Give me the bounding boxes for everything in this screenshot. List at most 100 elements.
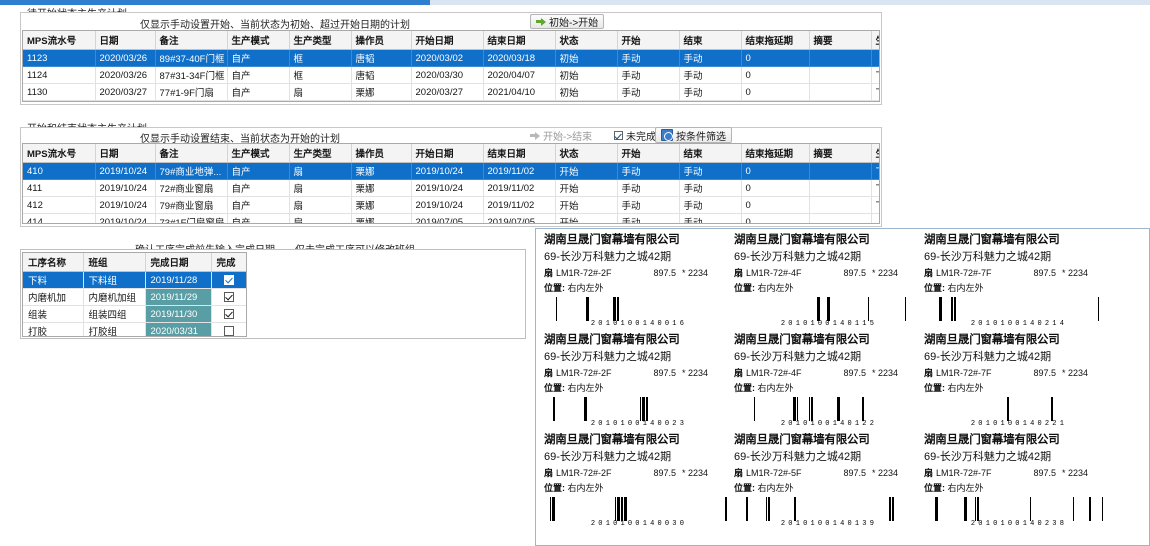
process-column-header-0[interactable]: 工序名称 <box>23 253 84 272</box>
checkbox-icon[interactable] <box>223 308 234 319</box>
process-finish-date[interactable]: 2019/11/29 <box>145 288 212 306</box>
cell-开始[interactable]: 手动 <box>617 179 680 197</box>
cell-生产班组[interactable] <box>871 213 879 223</box>
cell-生产模式[interactable]: 自产 <box>227 162 290 180</box>
cell-结束[interactable]: 手动 <box>679 49 742 67</box>
column-header-0[interactable]: MPS流水号 <box>23 31 96 50</box>
cell-生产模式[interactable]: 自产 <box>227 83 290 101</box>
cell-操作员[interactable]: 栗娜 <box>351 213 412 223</box>
cell-结束[interactable]: 手动 <box>679 179 742 197</box>
cell-生产模式[interactable]: 自产 <box>227 179 290 197</box>
cell-状态[interactable]: 开始 <box>555 196 618 214</box>
process-finish-date[interactable]: 2020/03/31 <box>145 322 212 336</box>
cell-结束日期[interactable]: 2019/11/02 <box>483 196 556 214</box>
cell-开始日期[interactable]: 2019/07/05 <box>411 213 484 223</box>
cell-生产类型[interactable]: 框 <box>289 66 352 84</box>
process-team[interactable]: 内磨机加组 <box>83 288 146 306</box>
column-header-12[interactable]: 摘要 <box>809 144 872 163</box>
init-to-start-button[interactable]: 初始->开始 <box>530 14 605 29</box>
cell-生产班组[interactable]: 下料组 <box>871 162 879 180</box>
column-header-3[interactable]: 生产模式 <box>227 144 290 163</box>
cell-开始[interactable]: 手动 <box>617 162 680 180</box>
cell-状态[interactable]: 开始 <box>555 162 618 180</box>
process-name[interactable]: 内磨机加 <box>23 288 84 306</box>
filter-by-condition-button[interactable]: 按条件筛选 <box>655 127 732 143</box>
process-row[interactable]: 组装 组装四组 2019/11/30 <box>23 305 246 323</box>
unfinished-process-checkbox[interactable]: 未完成工序 <box>608 128 682 143</box>
process-team[interactable]: 打胶组 <box>83 322 146 336</box>
table-row[interactable]: 1130 2020/03/27 77#1-9F门扇 自产扇栗娜 2020/03/27 20… <box>23 83 879 101</box>
cell-结束[interactable]: 手动 <box>679 162 742 180</box>
column-header-9[interactable]: 开始 <box>617 31 680 50</box>
cell-MPS流水号[interactable]: 1124 <box>23 66 96 84</box>
cell-生产班组[interactable] <box>871 49 879 67</box>
process-done-cell[interactable] <box>211 271 246 289</box>
cell-生产模式[interactable]: 自产 <box>227 66 290 84</box>
cell-开始[interactable]: 手动 <box>617 213 680 223</box>
cell-备注[interactable]: 79#商业窗扇 <box>155 196 228 214</box>
cell-结束日期[interactable]: 2019/07/05 <box>483 213 556 223</box>
cell-备注[interactable]: 72#商业窗扇 <box>155 179 228 197</box>
cell-生产模式[interactable]: 自产 <box>227 49 290 67</box>
process-done-cell[interactable] <box>211 322 246 336</box>
cell-开始[interactable]: 手动 <box>617 83 680 101</box>
cell-结束日期[interactable]: 2019/11/02 <box>483 162 556 180</box>
cell-日期[interactable]: 2019/10/24 <box>95 213 156 223</box>
section1-grid[interactable]: MPS流水号 日期 备注 生产模式 生产类型 操作员 开始日期 结束日期 状态 开始 结束 结束拖延期… <box>22 30 880 102</box>
cell-备注[interactable]: 89#37-40F门框 <box>155 49 228 67</box>
cell-结束拖延期[interactable]: 0 <box>741 66 810 84</box>
cell-摘要[interactable] <box>809 196 872 214</box>
column-header-10[interactable]: 结束 <box>679 31 742 50</box>
cell-备注[interactable]: 73#1F门扇窗扇 <box>155 213 228 223</box>
cell-生产类型[interactable]: 扇 <box>289 196 352 214</box>
cell-开始日期[interactable]: 2019/10/24 <box>411 179 484 197</box>
cell-结束拖延期[interactable]: 0 <box>741 49 810 67</box>
process-row[interactable]: 打胶 打胶组 2020/03/31 <box>23 322 246 336</box>
table-body[interactable]: 410 2019/10/24 79#商业地弹... 自产扇栗娜 2019/10/24 20… <box>23 162 879 223</box>
table-row[interactable]: 414 2019/10/24 73#1F门扇窗扇 自产扇栗娜 2019/07/05 201… <box>23 213 879 223</box>
column-header-0[interactable]: MPS流水号 <box>23 144 96 163</box>
column-header-5[interactable]: 操作员 <box>351 31 412 50</box>
cell-开始日期[interactable]: 2019/10/24 <box>411 196 484 214</box>
cell-开始[interactable]: 手动 <box>617 66 680 84</box>
cell-日期[interactable]: 2019/10/24 <box>95 179 156 197</box>
process-row[interactable]: 下料 下料组 2019/11/28 <box>23 271 246 289</box>
cell-生产模式[interactable]: 自产 <box>227 213 290 223</box>
cell-摘要[interactable] <box>809 66 872 84</box>
cell-生产类型[interactable]: 框 <box>289 49 352 67</box>
column-header-11[interactable]: 结束拖延期 <box>741 31 810 50</box>
cell-生产班组[interactable]: 下料组 <box>871 66 879 84</box>
cell-状态[interactable]: 初始 <box>555 83 618 101</box>
table-row[interactable]: 1123 2020/03/26 89#37-40F门框 自产框唐韬 2020/03/02… <box>23 49 879 67</box>
cell-结束日期[interactable]: 2021/04/10 <box>483 83 556 101</box>
cell-生产类型[interactable]: 扇 <box>289 179 352 197</box>
column-header-7[interactable]: 结束日期 <box>483 144 556 163</box>
column-header-2[interactable]: 备注 <box>155 144 228 163</box>
process-name[interactable]: 组装 <box>23 305 84 323</box>
cell-开始日期[interactable]: 2019/10/24 <box>411 162 484 180</box>
column-header-4[interactable]: 生产类型 <box>289 31 352 50</box>
cell-操作员[interactable]: 栗娜 <box>351 83 412 101</box>
column-header-13[interactable]: 生产班组 <box>871 31 879 50</box>
cell-开始[interactable]: 手动 <box>617 196 680 214</box>
label-print-preview-pane[interactable]: 湖南旦晟门窗幕墙有限公司 69-长沙万科魅力之城42期扇 LM1R-72#-2F 89… <box>535 228 1150 546</box>
cell-状态[interactable]: 初始 <box>555 49 618 67</box>
table-row[interactable]: 1124 2020/03/26 87#31-34F门框 自产框唐韬 2020/03/30… <box>23 66 879 84</box>
process-column-header-2[interactable]: 完成日期 <box>145 253 212 272</box>
cell-生产班组[interactable]: 下料组 <box>871 179 879 197</box>
cell-结束日期[interactable]: 2019/11/02 <box>483 179 556 197</box>
checkbox-icon[interactable] <box>223 274 234 285</box>
column-header-8[interactable]: 状态 <box>555 144 618 163</box>
cell-结束日期[interactable]: 2020/03/18 <box>483 49 556 67</box>
column-header-12[interactable]: 摘要 <box>809 31 872 50</box>
checkbox-icon[interactable] <box>223 325 234 336</box>
cell-摘要[interactable] <box>809 83 872 101</box>
cell-生产类型[interactable]: 扇 <box>289 162 352 180</box>
process-name[interactable]: 打胶 <box>23 322 84 336</box>
cell-MPS流水号[interactable]: 414 <box>23 213 96 223</box>
cell-MPS流水号[interactable]: 1123 <box>23 49 96 67</box>
cell-生产类型[interactable]: 扇 <box>289 213 352 223</box>
cell-日期[interactable]: 2019/10/24 <box>95 162 156 180</box>
cell-MPS流水号[interactable]: 1130 <box>23 83 96 101</box>
cell-结束日期[interactable]: 2020/04/07 <box>483 66 556 84</box>
